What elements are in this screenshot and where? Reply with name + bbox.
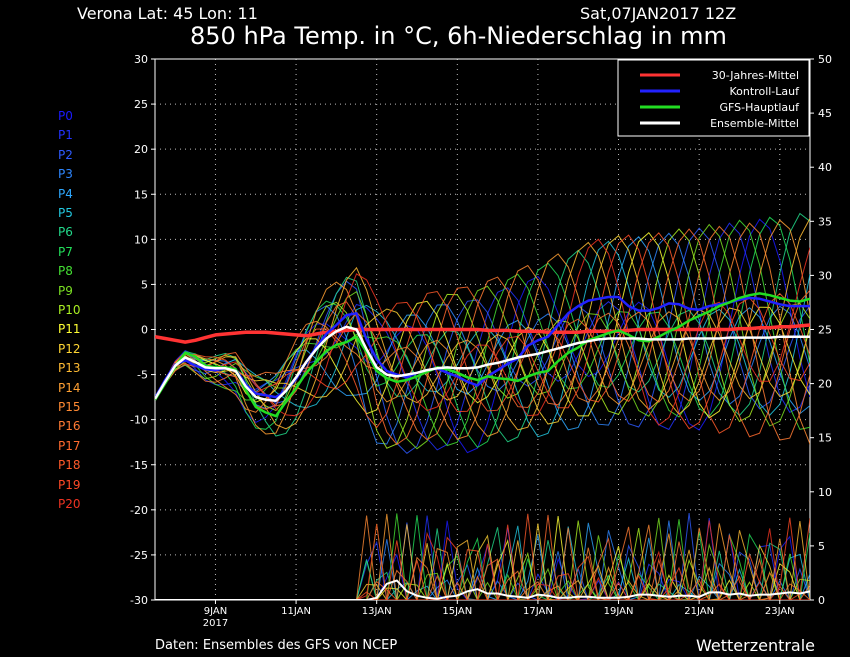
legend-label: Ensemble-Mittel <box>710 117 799 130</box>
right-tick-label: 35 <box>818 215 832 228</box>
series-line-kontroll-lauf <box>155 295 810 399</box>
legend-label: 30-Jahres-Mittel <box>712 69 799 82</box>
member-label-p2: P2 <box>58 147 73 162</box>
legend-label: Kontroll-Lauf <box>730 85 801 98</box>
right-tick-label: 15 <box>818 432 832 445</box>
ensemble-member-line-p12 <box>155 234 810 425</box>
x-tick-label: 11JAN <box>281 606 311 617</box>
right-tick-label: 45 <box>818 107 832 120</box>
temperature-series-layer <box>155 212 810 454</box>
brand-label: Wetterzentrale <box>696 636 816 655</box>
left-tick-label: 20 <box>134 143 148 156</box>
right-tick-label: 10 <box>818 486 832 499</box>
member-label-p14: P14 <box>58 380 81 395</box>
x-tick-label: 13JAN <box>362 606 392 617</box>
precipitation-layer <box>155 513 810 600</box>
ensemble-member-line-p8 <box>155 219 810 447</box>
chart-axes: -30 -25 -20 -15 -10 -5 0 5 10 15 20 25 30 0 5 10 15 20 25 3… <box>130 53 832 629</box>
ensemble-member-line-p9 <box>155 223 810 450</box>
left-tick-label: -25 <box>130 549 148 562</box>
x-tick-label: 17JAN <box>523 606 553 617</box>
member-label-p20: P20 <box>58 497 81 511</box>
ensemble-member-line-p0 <box>155 218 810 454</box>
location-label: Verona Lat: 45 Lon: 11 <box>77 4 258 23</box>
ensemble-member-line-p17 <box>155 228 810 446</box>
chart-title: 850 hPa Temp. in °C, 6h-Niederschlag in … <box>190 22 727 50</box>
member-label-p0: P0 <box>58 109 73 123</box>
member-label-p1: P1 <box>58 128 73 143</box>
series-line-gfs-hauptlauf <box>155 292 810 418</box>
precip-member-line-p20 <box>155 520 810 600</box>
member-label-p15: P15 <box>58 400 81 414</box>
left-tick-label: -10 <box>130 414 148 427</box>
member-label-p18: P18 <box>58 458 81 473</box>
left-tick-label: 0 <box>141 324 148 337</box>
right-tick-label: 0 <box>818 594 825 607</box>
member-label-p5: P5 <box>58 206 73 220</box>
series-line-ensemble-mittel <box>155 325 810 402</box>
run-datetime: Sat,07JAN2017 12Z <box>580 4 737 23</box>
ensemble-member-line-p19 <box>155 234 810 430</box>
right-tick-label: 40 <box>818 161 832 174</box>
legend-label: GFS-Hauptlauf <box>719 101 800 114</box>
member-label-p4: P4 <box>58 186 73 201</box>
ensemble-member-line-p13 <box>155 218 810 431</box>
right-tick-label: 50 <box>818 53 832 66</box>
ensemble-member-line-p4 <box>155 236 810 431</box>
member-label-p13: P13 <box>58 361 81 376</box>
left-tick-label: 10 <box>134 233 148 246</box>
x-tick-label: 9JAN <box>204 606 227 617</box>
x-tick-label: 15JAN <box>442 606 472 617</box>
precip-member-line-p17 <box>155 514 810 600</box>
member-label-p3: P3 <box>58 167 73 182</box>
x-tick-label: 23JAN <box>765 606 795 617</box>
member-label-p6: P6 <box>58 225 73 240</box>
member-label-p8: P8 <box>58 264 73 279</box>
left-tick-label: -20 <box>130 504 148 517</box>
series-line-30-jahres-mittel <box>155 323 810 344</box>
data-source-note: Daten: Ensembles des GFS von NCEP <box>155 638 398 653</box>
left-tick-label: 15 <box>134 188 148 201</box>
right-tick-label: 20 <box>818 378 832 391</box>
ensemble-member-line-p18 <box>155 232 810 434</box>
x-tick-label: 19JAN <box>604 606 634 617</box>
member-label-p7: P7 <box>58 244 73 259</box>
ensemble-member-line-p15 <box>155 222 810 445</box>
ensemble-member-line-p16 <box>155 225 810 441</box>
member-label-p16: P16 <box>58 419 81 434</box>
x-tick-sublabel: 2017 <box>203 618 228 629</box>
precip-mean-line <box>155 579 810 600</box>
member-label-p19: P19 <box>58 477 81 492</box>
left-tick-label: -15 <box>130 459 148 472</box>
chart-legend: 30-Jahres-Mittel Kontroll-Lauf GFS-Hauptla… <box>617 59 810 137</box>
left-tick-label: -5 <box>137 369 148 382</box>
ensemble-member-line-p7 <box>155 216 810 449</box>
left-tick-label: 25 <box>134 98 148 111</box>
member-label-p12: P12 <box>58 341 81 356</box>
left-tick-label: 30 <box>134 53 148 66</box>
precip-member-line-p12 <box>155 523 810 600</box>
x-tick-label: 21JAN <box>684 606 714 617</box>
left-tick-label: 5 <box>141 278 148 291</box>
ensemble-member-line-p14 <box>155 219 810 437</box>
right-tick-label: 25 <box>818 324 832 337</box>
left-tick-label: -30 <box>130 594 148 607</box>
member-label-p9: P9 <box>58 283 73 298</box>
right-tick-label: 5 <box>818 540 825 553</box>
ensemble-member-line-p20 <box>155 238 810 426</box>
member-label-p17: P17 <box>58 438 81 453</box>
member-label-p11: P11 <box>58 322 81 337</box>
precip-member-line-p15 <box>155 515 810 600</box>
right-tick-label: 30 <box>818 269 832 282</box>
member-label-p10: P10 <box>58 303 81 317</box>
